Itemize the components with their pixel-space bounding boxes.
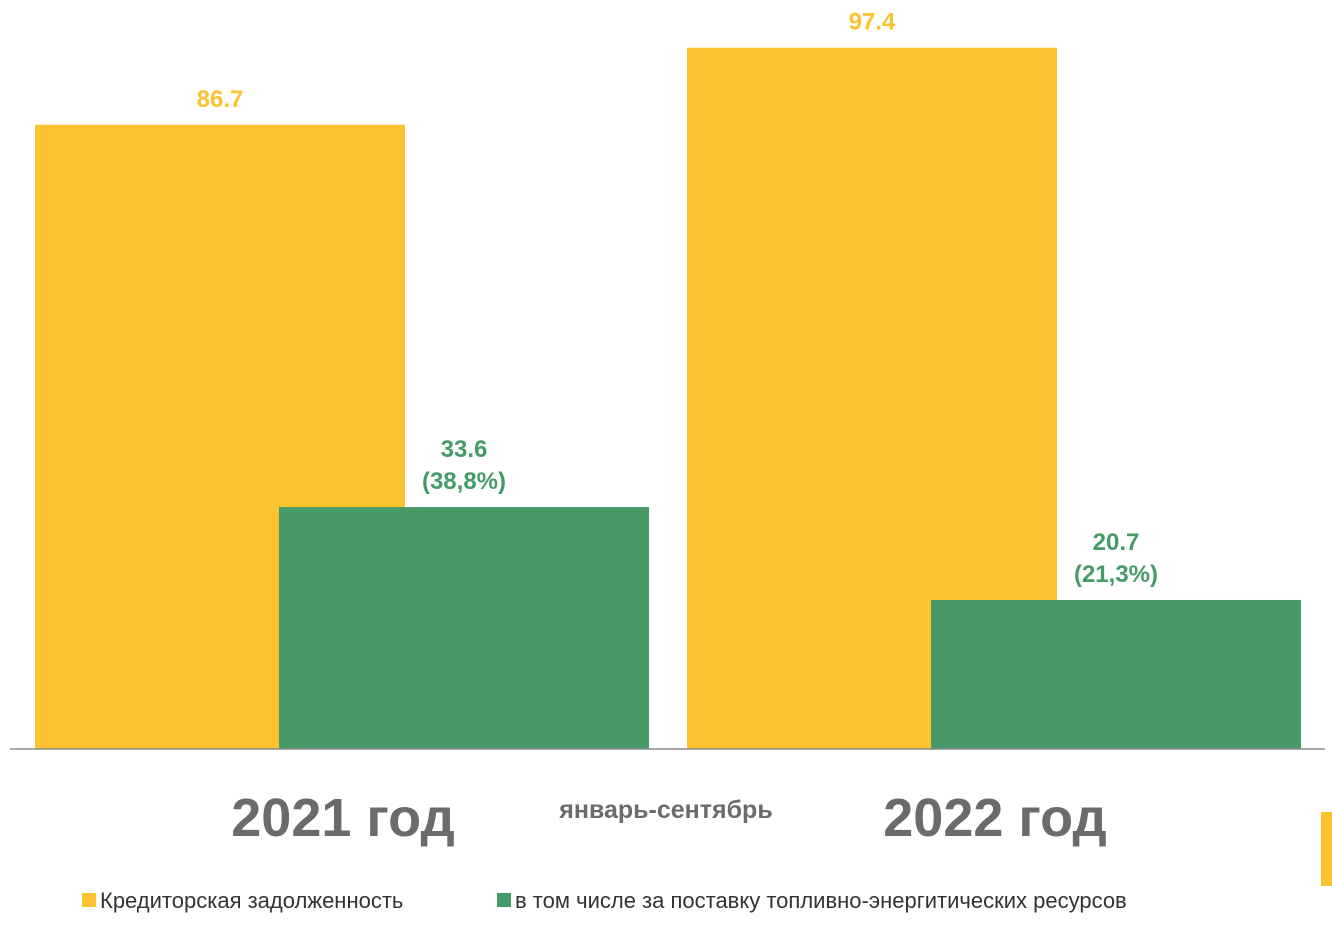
bars-layer [35, 47, 1301, 750]
value-label-series-2-2-line-2: (21,3%) [1074, 561, 1158, 588]
bar-series-2-2021-год [279, 507, 649, 749]
legend-label-series-2: в том числе за поставку топливно-энергит… [515, 888, 1127, 913]
legend: Кредиторская задолженность в том числе з… [82, 888, 1127, 913]
value-label-series-1-1-line-1: 86.7 [197, 86, 244, 113]
period-label: январь-сентябрь [558, 796, 772, 824]
accent-bar [1321, 812, 1332, 886]
value-label-series-2-2-line-1: 20.7 [1093, 529, 1140, 556]
value-label-series-2-1-line-2: (38,8%) [422, 468, 506, 495]
legend-swatch-series-2 [497, 893, 511, 907]
category-label-2021: 2021 год [231, 788, 454, 848]
legend-swatch-series-1 [82, 893, 96, 907]
value-label-series-2-1-line-1: 33.6 [441, 436, 488, 463]
value-labels: 86.7 97.4 33.6 (38,8%) 20.7 (21,3%) [197, 9, 1158, 588]
legend-label-series-1: Кредиторская задолженность [100, 888, 403, 913]
bar-series-2-2022-год [931, 599, 1301, 749]
value-label-series-1-2-line-1: 97.4 [849, 9, 896, 36]
category-label-2022: 2022 год [883, 788, 1106, 848]
